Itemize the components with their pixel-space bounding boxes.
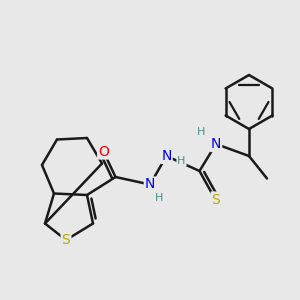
Text: O: O xyxy=(98,145,109,158)
Text: N: N xyxy=(161,149,172,163)
Text: H: H xyxy=(177,155,186,166)
Text: S: S xyxy=(212,193,220,206)
Text: H: H xyxy=(155,193,163,203)
Text: S: S xyxy=(61,233,70,247)
Text: N: N xyxy=(211,137,221,151)
Text: H: H xyxy=(197,127,205,137)
Text: N: N xyxy=(145,178,155,191)
